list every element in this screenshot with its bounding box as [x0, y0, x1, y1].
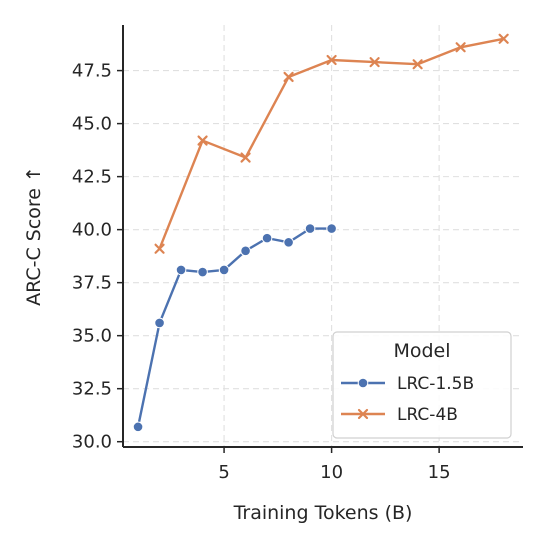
- data-point: [261, 232, 273, 244]
- data-point: [197, 266, 208, 278]
- legend-label: LRC-4B: [397, 405, 458, 425]
- legend-marker: [357, 377, 369, 389]
- data-point: [240, 152, 251, 163]
- legend-box: [332, 331, 512, 439]
- x-tick-label: 5: [218, 462, 229, 483]
- data-point: [154, 317, 165, 329]
- x-tick-label: 10: [320, 462, 343, 483]
- axes: [122, 25, 523, 448]
- legend-label: LRC-1.5B: [397, 374, 474, 394]
- y-tick-label: 45.0: [72, 114, 112, 135]
- data-point: [283, 71, 294, 83]
- legend-entry: LRC-4B: [341, 405, 458, 425]
- data-point: [326, 223, 337, 234]
- data-point: [498, 33, 509, 44]
- x-axis-label: Training Tokens (B): [233, 502, 413, 524]
- legend-title: Model: [393, 340, 450, 362]
- ticks: 5 10 15 30.0 32.5 35.0 37.5 40.0 42.5 45.0 47.5: [72, 61, 451, 483]
- y-tick-label: 40.0: [72, 220, 112, 241]
- y-tick-label: 47.5: [72, 61, 112, 82]
- data-point: [304, 223, 316, 234]
- data-point: [283, 237, 294, 248]
- legend-entries: LRC-1.5B LRC-4B: [341, 374, 474, 425]
- data-point: [326, 54, 337, 66]
- series-LRC-1.5B: [132, 223, 337, 433]
- data-point: [154, 243, 165, 254]
- data-point: [132, 421, 144, 433]
- data-point: [240, 245, 251, 257]
- y-axis-label: ARC-C Score ↑: [23, 166, 45, 306]
- y-tick-label: 37.5: [72, 273, 112, 294]
- data-point: [369, 57, 380, 68]
- data-point: [455, 42, 466, 53]
- legend-entry: LRC-1.5B: [341, 374, 474, 394]
- series-line: [136, 227, 332, 428]
- data-point: [412, 59, 423, 70]
- y-tick-label: 30.0: [72, 432, 112, 453]
- series-layer: [132, 33, 509, 433]
- y-tick-label: 42.5: [72, 167, 112, 188]
- data-point: [175, 264, 187, 276]
- y-tick-label: 35.0: [72, 326, 112, 347]
- legend: Model LRC-1.5B LRC-4B: [332, 331, 512, 439]
- x-tick-label: 15: [428, 462, 451, 483]
- series-LRC-4B: [154, 33, 509, 254]
- y-tick-label: 32.5: [72, 379, 112, 400]
- data-point: [197, 135, 208, 146]
- legend-marker: [357, 408, 369, 420]
- data-point: [218, 264, 230, 276]
